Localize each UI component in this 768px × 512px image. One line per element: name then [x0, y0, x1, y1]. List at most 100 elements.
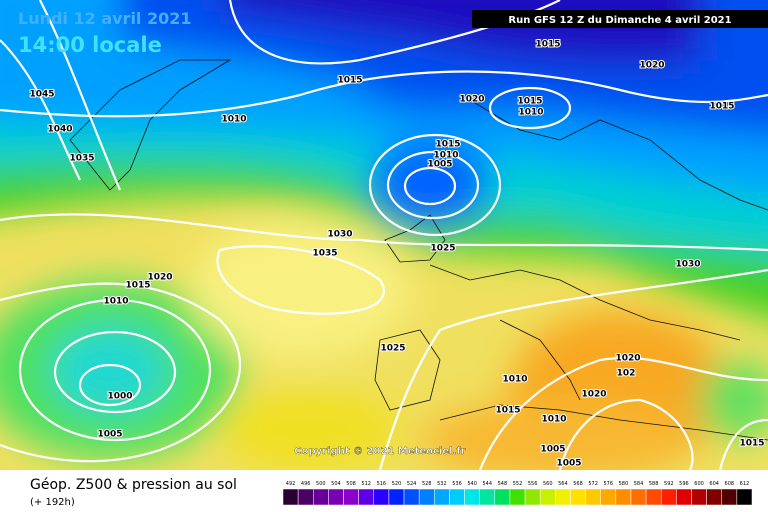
- isobar-label: 1020: [459, 95, 484, 105]
- scale-label: 556: [528, 481, 538, 487]
- scale-label: 604: [709, 481, 719, 487]
- scale-label: 504: [331, 481, 341, 487]
- scale-swatch: [736, 488, 753, 506]
- scale-swatch: [313, 488, 329, 506]
- isobar-label: 1005: [427, 160, 452, 170]
- scale-label: 572: [588, 481, 598, 487]
- isobar-label: 1015: [495, 406, 520, 416]
- scale-swatch: [494, 488, 511, 506]
- isobar-label: 1005: [97, 430, 122, 440]
- isobar-label: 1040: [47, 125, 72, 135]
- scale-swatch: [676, 488, 692, 506]
- isobar-label: 1015: [739, 439, 764, 449]
- scale-label: 588: [649, 481, 659, 487]
- scale-label: 548: [498, 481, 508, 487]
- scale-label: 568: [573, 481, 583, 487]
- isobar-label: 1010: [502, 375, 527, 385]
- isobar-label: 1005: [540, 445, 565, 455]
- scale-swatch: [615, 488, 632, 506]
- scale-swatch: [600, 488, 617, 506]
- isobar-label: 1015: [435, 140, 460, 150]
- scale-label: 536: [452, 481, 462, 487]
- isobar-label: 1005: [556, 459, 581, 469]
- scale-swatch: [570, 488, 586, 506]
- scale-label: 528: [422, 481, 432, 487]
- isobar-label: 1000: [107, 392, 132, 402]
- scale-swatch: [691, 488, 707, 506]
- scale-swatch: [418, 488, 435, 506]
- scale-label: 612: [740, 481, 750, 487]
- footer-lead: (+ 192h): [30, 497, 75, 508]
- scale-label: 496: [301, 481, 311, 487]
- isobar-label: 1010: [103, 297, 128, 307]
- scale-swatch: [464, 488, 480, 506]
- scale-label: 532: [437, 481, 447, 487]
- isobar-label: 1020: [615, 354, 640, 364]
- scale-label: 516: [377, 481, 387, 487]
- scale-swatch: [297, 488, 314, 506]
- color-scale: 492 496 500 504 508 512 516 520 524 528 532 536 540 5…: [282, 481, 753, 506]
- scale-label: 524: [407, 481, 417, 487]
- scale-swatch: [388, 488, 405, 506]
- scale-swatch: [328, 488, 344, 506]
- scale-swatch: [660, 488, 677, 506]
- isobar-label: 1010: [433, 151, 458, 161]
- isobar-label: 1010: [221, 115, 246, 125]
- scale-swatch: [373, 488, 390, 506]
- scale-swatch: [509, 488, 526, 506]
- scale-label: 540: [467, 481, 477, 487]
- forecast-date: Lundi 12 avril 2021: [18, 9, 192, 28]
- isobar-label: 1035: [312, 249, 337, 259]
- isobar-label: 1010: [518, 108, 543, 118]
- scale-swatch: [479, 488, 496, 506]
- isobar-label: 1030: [327, 230, 352, 240]
- isobar-label: 102: [617, 369, 636, 379]
- footer-title: Géop. Z500 & pression au sol: [30, 477, 237, 493]
- scale-swatch: [524, 488, 541, 506]
- scale-label: 584: [634, 481, 644, 487]
- isobar-label: 1015: [709, 102, 734, 112]
- scale-label: 600: [694, 481, 704, 487]
- scale-label: 552: [513, 481, 523, 487]
- scale-swatch: [282, 488, 299, 506]
- scale-label: 596: [679, 481, 689, 487]
- scale-swatch: [721, 488, 738, 506]
- isobar-label: 1020: [639, 61, 664, 71]
- scale-label: 544: [482, 481, 492, 487]
- isobar-label: 1020: [581, 390, 606, 400]
- scale-label: 500: [316, 481, 326, 487]
- scale-label: 608: [725, 481, 735, 487]
- forecast-time: 14:00 locale: [18, 33, 162, 57]
- scale-label: 592: [664, 481, 674, 487]
- scale-swatch: [645, 488, 662, 506]
- scale-swatch: [630, 488, 647, 506]
- scale-swatch: [539, 488, 556, 506]
- scale-label: 512: [361, 481, 371, 487]
- isobar-label: 1015: [535, 40, 560, 50]
- run-box: [472, 10, 768, 28]
- run-info: Run GFS 12 Z du Dimanche 4 avril 2021: [508, 15, 731, 26]
- isobar-label: 1025: [380, 344, 405, 354]
- isobar-label: 1015: [337, 76, 362, 86]
- scale-label: 580: [619, 481, 629, 487]
- scale-label: 564: [558, 481, 568, 487]
- scale-swatch: [555, 488, 571, 506]
- isobar-label: 1020: [147, 273, 172, 283]
- scale-swatch: [434, 488, 450, 506]
- scale-swatch: [585, 488, 601, 506]
- scale-swatch: [403, 488, 420, 506]
- scale-label: 520: [392, 481, 402, 487]
- scale-label: 508: [346, 481, 356, 487]
- scale-swatch: [449, 488, 465, 506]
- copyright: Copyright © 2021 Meteociel.fr: [294, 446, 465, 457]
- isobar-label: 1035: [69, 154, 94, 164]
- scale-label: 492: [286, 481, 296, 487]
- scale-swatch: [343, 488, 359, 506]
- isobar-label: 1025: [430, 244, 455, 254]
- scale-swatch: [358, 488, 375, 506]
- isobar-label: 1015: [517, 97, 542, 107]
- isobar-label: 1010: [541, 415, 566, 425]
